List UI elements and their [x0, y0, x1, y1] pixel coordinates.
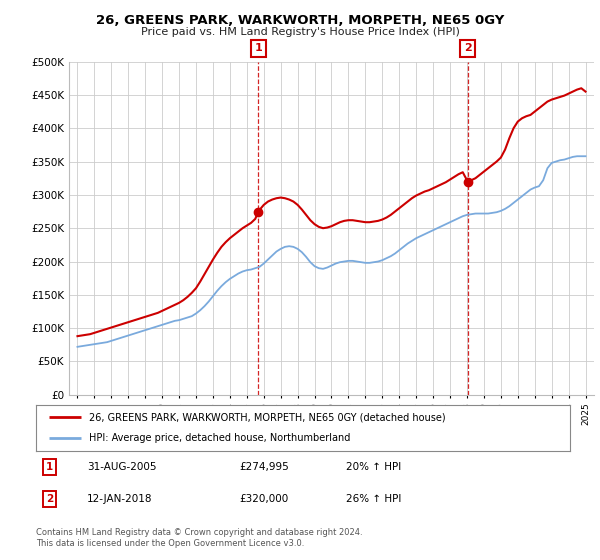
Text: HPI: Average price, detached house, Northumberland: HPI: Average price, detached house, Nort… [89, 433, 351, 444]
Text: 1: 1 [46, 462, 53, 472]
Text: Contains HM Land Registry data © Crown copyright and database right 2024.: Contains HM Land Registry data © Crown c… [36, 528, 362, 536]
Text: 1: 1 [254, 43, 262, 53]
Text: 31-AUG-2005: 31-AUG-2005 [87, 462, 156, 472]
Text: 26, GREENS PARK, WARKWORTH, MORPETH, NE65 0GY (detached house): 26, GREENS PARK, WARKWORTH, MORPETH, NE6… [89, 412, 446, 422]
Text: 20% ↑ HPI: 20% ↑ HPI [346, 462, 401, 472]
Text: This data is licensed under the Open Government Licence v3.0.: This data is licensed under the Open Gov… [36, 539, 304, 548]
Text: Price paid vs. HM Land Registry's House Price Index (HPI): Price paid vs. HM Land Registry's House … [140, 27, 460, 37]
Text: 2: 2 [46, 494, 53, 504]
Text: £274,995: £274,995 [239, 462, 289, 472]
Text: £320,000: £320,000 [239, 494, 288, 504]
Text: 26% ↑ HPI: 26% ↑ HPI [346, 494, 401, 504]
Text: 12-JAN-2018: 12-JAN-2018 [87, 494, 152, 504]
Text: 2: 2 [464, 43, 472, 53]
Text: 26, GREENS PARK, WARKWORTH, MORPETH, NE65 0GY: 26, GREENS PARK, WARKWORTH, MORPETH, NE6… [96, 14, 504, 27]
